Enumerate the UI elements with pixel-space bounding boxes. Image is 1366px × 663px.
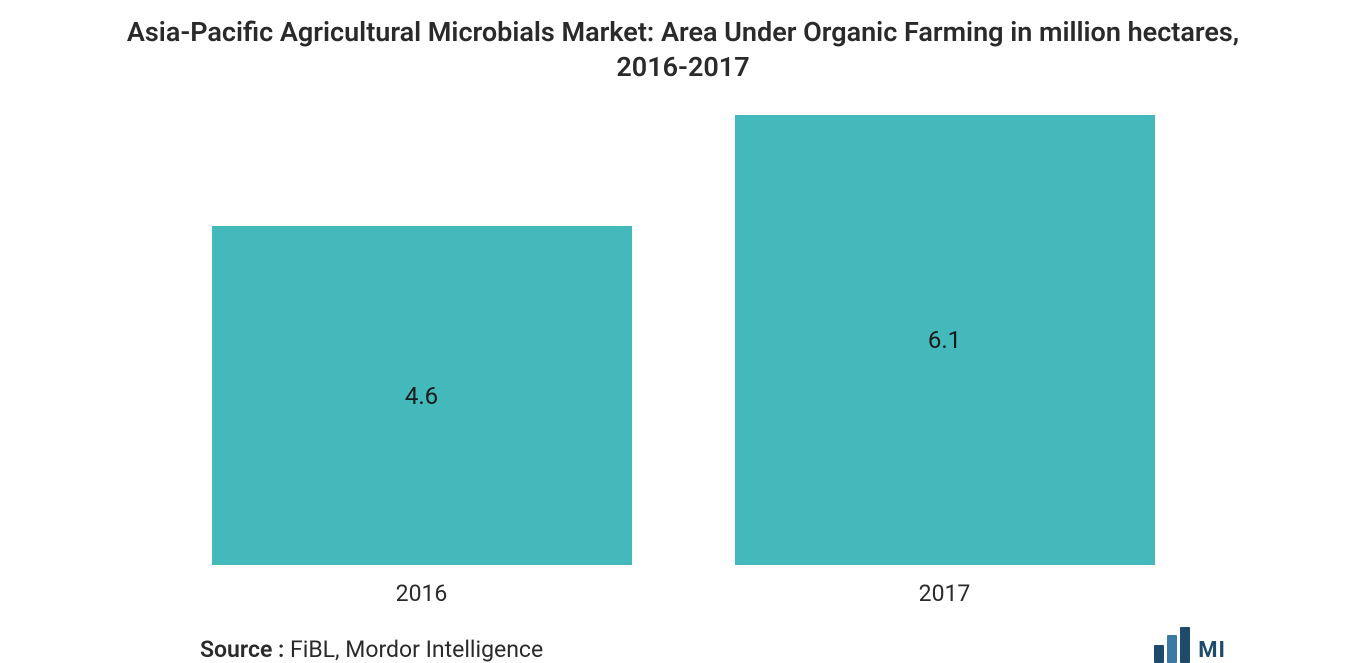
source-label: Source : [200, 636, 284, 663]
source-text: FiBL, Mordor Intelligence [284, 636, 543, 663]
x-axis: 2016 2017 [100, 565, 1266, 607]
bar-label-0: 4.6 [405, 382, 438, 410]
logo-bar [1154, 645, 1164, 663]
chart-title: Asia-Pacific Agricultural Microbials Mar… [100, 15, 1266, 85]
bar-group-0: 4.6 [212, 226, 632, 565]
chart-container: Asia-Pacific Agricultural Microbials Mar… [0, 0, 1366, 655]
logo-bar [1167, 635, 1177, 663]
x-label-1: 2017 [735, 580, 1155, 607]
bar-0: 4.6 [212, 226, 632, 565]
logo: MI [1154, 627, 1246, 663]
source-attribution: Source : FiBL, Mordor Intelligence [200, 636, 543, 663]
logo-text: MI [1198, 638, 1226, 663]
bar-group-1: 6.1 [735, 115, 1155, 565]
bar-label-1: 6.1 [928, 326, 961, 354]
bar-1: 6.1 [735, 115, 1155, 565]
logo-bars-icon [1154, 627, 1190, 663]
x-label-0: 2016 [212, 580, 632, 607]
logo-bar [1180, 627, 1190, 663]
chart-area: 4.6 6.1 [100, 95, 1266, 565]
